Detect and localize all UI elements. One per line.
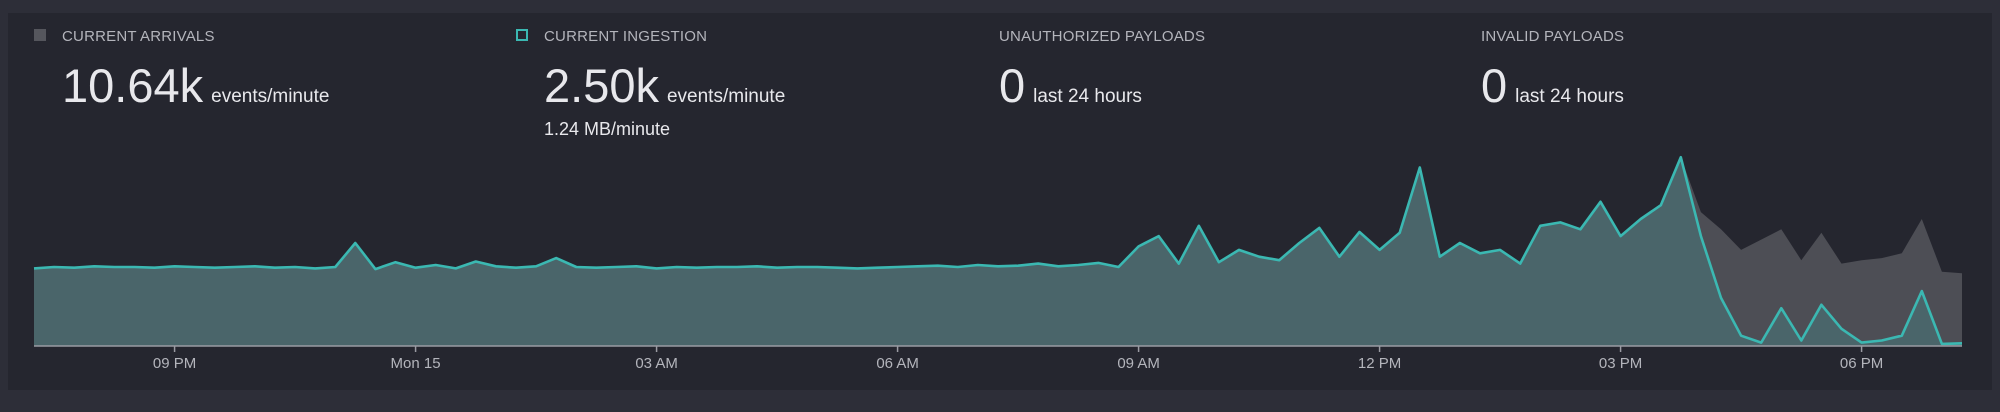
stat-unit: last 24 hours	[1515, 86, 1624, 107]
stat-value: 10.64k events/minute	[62, 62, 329, 109]
stat-unit: events/minute	[666, 86, 786, 107]
stat-number: 10.64k	[62, 59, 204, 112]
legend-label: CURRENT INGESTION	[544, 28, 708, 45]
x-tick-label: 09 PM	[153, 355, 196, 372]
stat-number: 2.50k	[544, 59, 659, 112]
x-tick-label: 06 PM	[1840, 355, 1883, 372]
stat-label: INVALID PAYLOADS	[1481, 28, 1625, 45]
x-tick-label: 06 AM	[876, 355, 919, 372]
legend-swatch	[516, 29, 528, 41]
x-tick-label: Mon 15	[391, 355, 441, 372]
line	[33, 155, 1963, 346]
area	[34, 157, 1962, 346]
stat-label: UNAUTHORIZED PAYLOADS	[999, 28, 1206, 45]
legend-swatch	[34, 29, 46, 41]
stat-detail: 1.24 MB/minute	[544, 119, 671, 139]
stat-number: 0	[999, 59, 1026, 112]
stat-value: 2.50k events/minute	[544, 62, 785, 109]
x-tick-label: 09 AM	[1117, 355, 1160, 372]
stat-number: 0	[1481, 59, 1508, 112]
stat-unit: last 24 hours	[1033, 86, 1142, 107]
x-tick-label: 03 PM	[1599, 355, 1642, 372]
legend-label: CURRENT ARRIVALS	[62, 28, 215, 45]
x-tick-label: 12 PM	[1358, 355, 1401, 372]
stat-value: 0 last 24 hours	[1481, 62, 1624, 109]
x-tick-label: 03 AM	[635, 355, 678, 372]
stat-unit: events/minute	[211, 86, 330, 107]
stat-value: 0 last 24 hours	[999, 62, 1142, 109]
